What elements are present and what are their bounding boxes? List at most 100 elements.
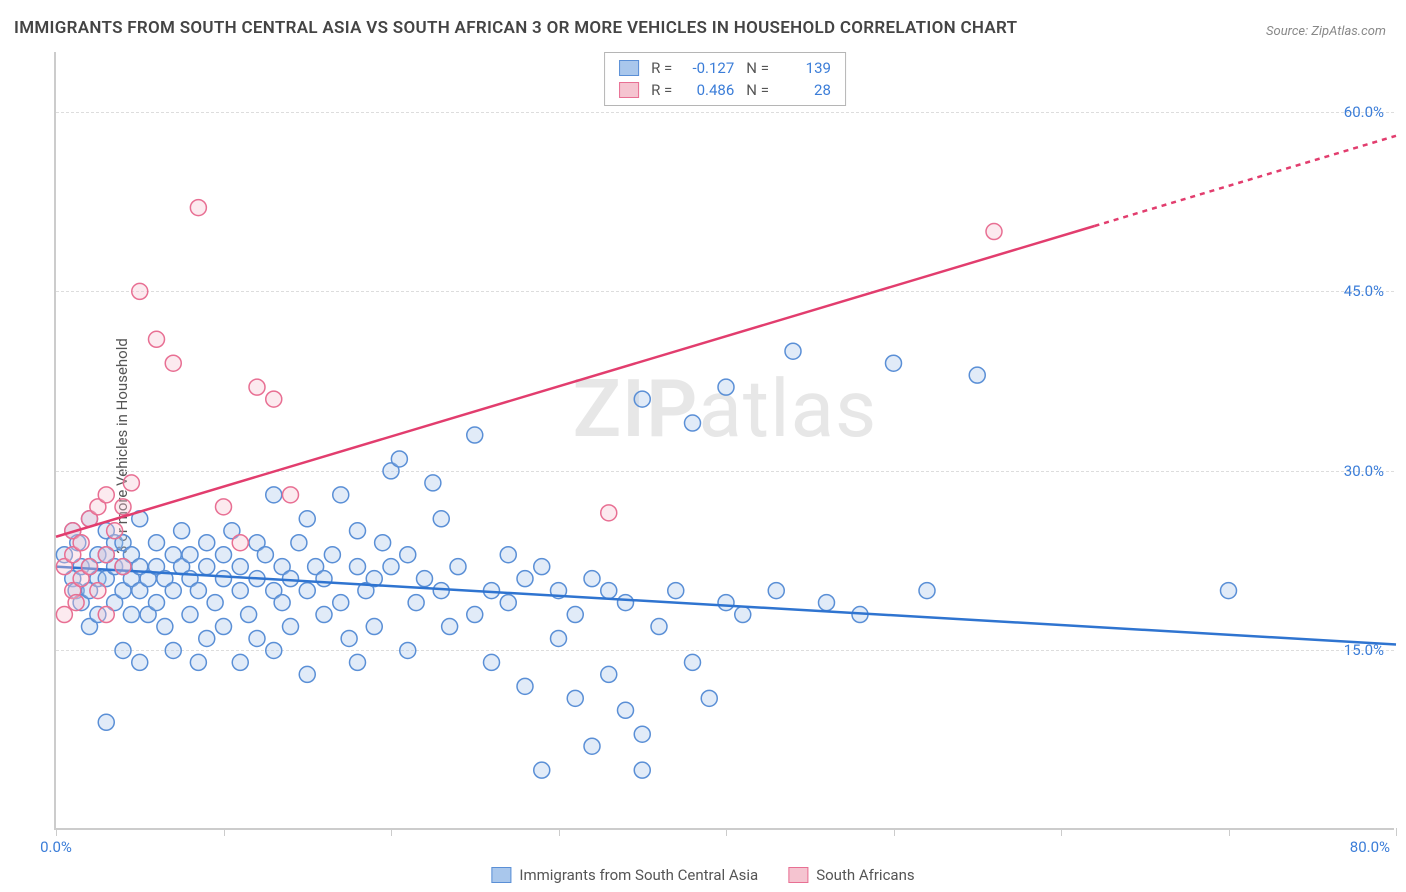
data-point — [417, 571, 433, 587]
chart-container: IMMIGRANTS FROM SOUTH CENTRAL ASIA VS SO… — [0, 0, 1406, 892]
data-point — [115, 642, 131, 658]
trend-line — [56, 226, 1095, 537]
data-point — [768, 583, 784, 599]
data-point — [668, 583, 684, 599]
data-point — [383, 559, 399, 575]
stat-n-label: N = — [746, 59, 769, 77]
data-point — [249, 630, 265, 646]
data-point — [199, 559, 215, 575]
stat-r-label: R = — [651, 81, 672, 99]
data-point — [341, 630, 357, 646]
bottom-legend: Immigrants from South Central Asia South… — [491, 866, 914, 884]
trend-line-extrapolated — [1095, 136, 1397, 226]
data-point — [98, 714, 114, 730]
data-point — [98, 547, 114, 563]
data-point — [567, 607, 583, 623]
data-point — [551, 630, 567, 646]
swatch-series-a — [619, 60, 639, 76]
legend-swatch-b — [788, 867, 808, 883]
data-point — [73, 535, 89, 551]
data-point — [182, 547, 198, 563]
x-tick-label: 0.0% — [40, 838, 72, 856]
data-point — [333, 487, 349, 503]
data-point — [400, 642, 416, 658]
x-tick — [559, 828, 560, 836]
data-point — [634, 762, 650, 778]
legend-item-a: Immigrants from South Central Asia — [491, 866, 758, 884]
data-point — [701, 690, 717, 706]
data-point — [274, 595, 290, 611]
data-point — [584, 571, 600, 587]
data-point — [165, 642, 181, 658]
data-point — [618, 702, 634, 718]
data-point — [266, 391, 282, 407]
data-point — [819, 595, 835, 611]
data-point — [735, 607, 751, 623]
data-point — [442, 619, 458, 635]
data-point — [634, 726, 650, 742]
y-tick-label: 15.0% — [1344, 641, 1384, 659]
x-tick — [391, 828, 392, 836]
data-point — [283, 571, 299, 587]
correlation-stats-box: R = -0.127 N = 139 R = 0.486 N = 28 — [604, 52, 846, 106]
data-point — [216, 619, 232, 635]
source-attribution: Source: ZipAtlas.com — [1266, 24, 1386, 39]
stat-n-value-a: 139 — [781, 59, 831, 77]
data-point — [216, 499, 232, 515]
legend-swatch-a — [491, 867, 511, 883]
data-point — [266, 642, 282, 658]
data-point — [601, 505, 617, 521]
data-point — [467, 427, 483, 443]
data-point — [90, 583, 106, 599]
data-point — [350, 523, 366, 539]
data-point — [333, 595, 349, 611]
data-point — [283, 487, 299, 503]
data-point — [408, 595, 424, 611]
data-point — [567, 690, 583, 706]
y-tick-label: 60.0% — [1344, 103, 1384, 121]
data-point — [1221, 583, 1237, 599]
data-point — [123, 475, 139, 491]
data-point — [291, 535, 307, 551]
data-point — [299, 666, 315, 682]
x-tick-label: 80.0% — [1350, 838, 1390, 856]
data-point — [199, 630, 215, 646]
y-tick-label: 45.0% — [1344, 282, 1384, 300]
data-point — [718, 379, 734, 395]
data-point — [584, 738, 600, 754]
data-point — [685, 415, 701, 431]
data-point — [107, 523, 123, 539]
legend-label-a: Immigrants from South Central Asia — [519, 866, 758, 884]
data-point — [685, 654, 701, 670]
data-point — [182, 607, 198, 623]
x-tick — [56, 828, 57, 836]
data-point — [149, 595, 165, 611]
data-point — [157, 619, 173, 635]
data-point — [601, 583, 617, 599]
data-point — [986, 224, 1002, 240]
data-point — [467, 607, 483, 623]
data-point — [484, 654, 500, 670]
data-point — [165, 355, 181, 371]
data-point — [165, 583, 181, 599]
data-point — [257, 547, 273, 563]
data-point — [232, 654, 248, 670]
data-point — [919, 583, 935, 599]
scatter-plot-svg — [56, 52, 1394, 828]
data-point — [601, 666, 617, 682]
data-point — [534, 559, 550, 575]
data-point — [115, 499, 131, 515]
stat-n-value-b: 28 — [781, 81, 831, 99]
data-point — [500, 595, 516, 611]
x-tick — [1061, 828, 1062, 836]
data-point — [216, 571, 232, 587]
data-point — [98, 607, 114, 623]
data-point — [123, 607, 139, 623]
data-point — [500, 547, 516, 563]
data-point — [190, 654, 206, 670]
data-point — [785, 343, 801, 359]
data-point — [299, 511, 315, 527]
data-point — [969, 367, 985, 383]
data-point — [651, 619, 667, 635]
data-point — [534, 762, 550, 778]
